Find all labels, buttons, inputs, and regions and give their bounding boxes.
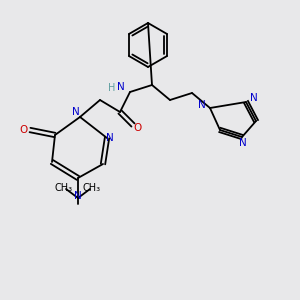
Text: N: N — [117, 82, 125, 92]
Text: N: N — [106, 133, 114, 143]
Text: N: N — [198, 100, 206, 110]
Text: N: N — [74, 191, 82, 201]
Text: N: N — [72, 107, 80, 117]
Text: O: O — [134, 123, 142, 133]
Text: N: N — [239, 138, 247, 148]
Text: N: N — [250, 93, 258, 103]
Text: O: O — [20, 125, 28, 135]
Text: CH₃: CH₃ — [83, 183, 101, 193]
Text: H: H — [108, 83, 116, 93]
Text: CH₃: CH₃ — [55, 183, 73, 193]
